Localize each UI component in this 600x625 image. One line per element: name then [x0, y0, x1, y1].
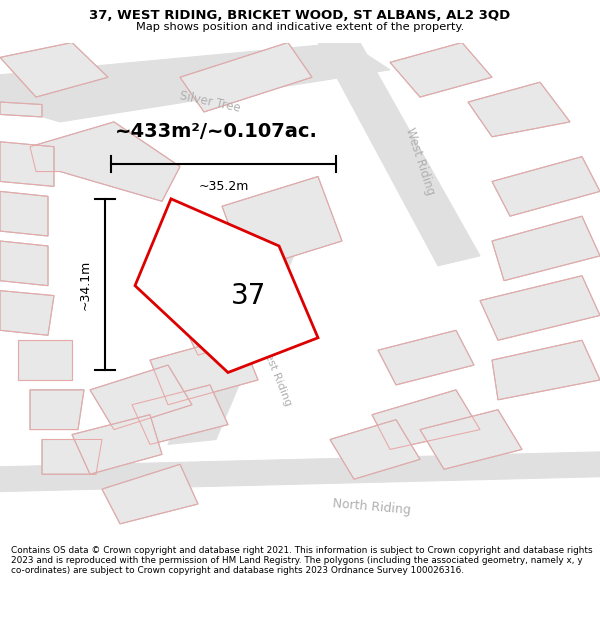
Polygon shape — [0, 42, 108, 97]
Polygon shape — [174, 276, 294, 355]
Polygon shape — [480, 276, 600, 340]
Polygon shape — [330, 419, 420, 479]
Polygon shape — [492, 157, 600, 216]
Polygon shape — [168, 241, 300, 444]
Text: West Riding: West Riding — [403, 126, 437, 197]
Text: ~34.1m: ~34.1m — [79, 259, 92, 309]
Text: Contains OS data © Crown copyright and database right 2021. This information is : Contains OS data © Crown copyright and d… — [11, 546, 592, 576]
Text: 37: 37 — [232, 282, 266, 309]
Polygon shape — [222, 176, 342, 271]
Text: ~35.2m: ~35.2m — [199, 180, 248, 193]
Polygon shape — [372, 390, 480, 449]
Polygon shape — [42, 439, 102, 474]
Polygon shape — [468, 82, 570, 137]
Text: 37, WEST RIDING, BRICKET WOOD, ST ALBANS, AL2 3QD: 37, WEST RIDING, BRICKET WOOD, ST ALBANS… — [89, 9, 511, 22]
Polygon shape — [0, 291, 54, 335]
Polygon shape — [0, 102, 42, 117]
Polygon shape — [492, 340, 600, 400]
Polygon shape — [18, 340, 72, 380]
Polygon shape — [132, 385, 228, 444]
Polygon shape — [135, 199, 318, 372]
Polygon shape — [72, 415, 162, 474]
Polygon shape — [0, 241, 48, 286]
Polygon shape — [0, 452, 600, 492]
Polygon shape — [150, 335, 258, 405]
Polygon shape — [0, 42, 390, 122]
Polygon shape — [30, 390, 84, 429]
Text: ~433m²/~0.107ac.: ~433m²/~0.107ac. — [115, 122, 317, 141]
Polygon shape — [102, 464, 198, 524]
Polygon shape — [492, 216, 600, 281]
Polygon shape — [30, 122, 180, 201]
Polygon shape — [180, 42, 312, 112]
Polygon shape — [0, 191, 48, 236]
Text: West Riding: West Riding — [259, 342, 293, 408]
Text: Silver Tree: Silver Tree — [178, 89, 242, 115]
Polygon shape — [0, 142, 54, 186]
Text: North Riding: North Riding — [332, 497, 412, 516]
Polygon shape — [90, 365, 192, 429]
Polygon shape — [378, 331, 474, 385]
Polygon shape — [318, 42, 480, 266]
Polygon shape — [390, 42, 492, 97]
Polygon shape — [420, 410, 522, 469]
Text: Map shows position and indicative extent of the property.: Map shows position and indicative extent… — [136, 22, 464, 32]
